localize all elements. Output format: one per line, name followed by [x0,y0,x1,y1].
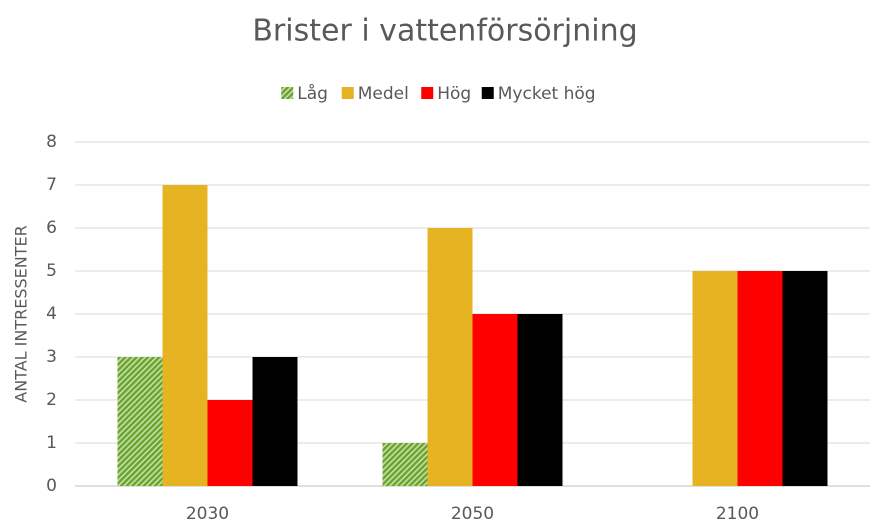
legend-swatch [281,87,294,99]
y-tick-label: 1 [46,433,57,453]
legend-label: Medel [358,84,409,104]
y-tick-label: 7 [46,175,57,195]
y-tick-label: 5 [46,261,57,281]
y-tick-label: 3 [46,347,57,367]
bar [117,357,163,486]
bar [782,271,828,486]
bar [382,443,428,486]
y-tick-label: 8 [46,132,57,152]
x-tick-label: 2100 [716,504,759,524]
chart-title: Brister i vattenförsörjning [252,14,637,49]
y-tick-label: 4 [46,304,57,324]
y-axis-label: ANTAL INTRESSENTER [12,225,31,402]
y-tick-label: 6 [46,218,57,238]
bar [692,271,738,486]
bar [427,228,473,486]
y-tick-label: 2 [46,390,57,410]
bar [737,271,783,486]
bar [472,314,518,486]
x-tick-label: 2050 [451,504,494,524]
legend-swatch [341,87,354,99]
legend-swatch [481,87,494,99]
legend-label: Låg [297,83,328,104]
bar [517,314,563,486]
x-tick-label: 2030 [186,504,229,524]
y-tick-label: 0 [46,476,57,496]
legend-label: Hög [437,84,471,104]
legend-label: Mycket hög [498,84,596,104]
bar [207,400,253,486]
legend-swatch [421,87,434,99]
bar [162,185,208,486]
bar [252,357,298,486]
